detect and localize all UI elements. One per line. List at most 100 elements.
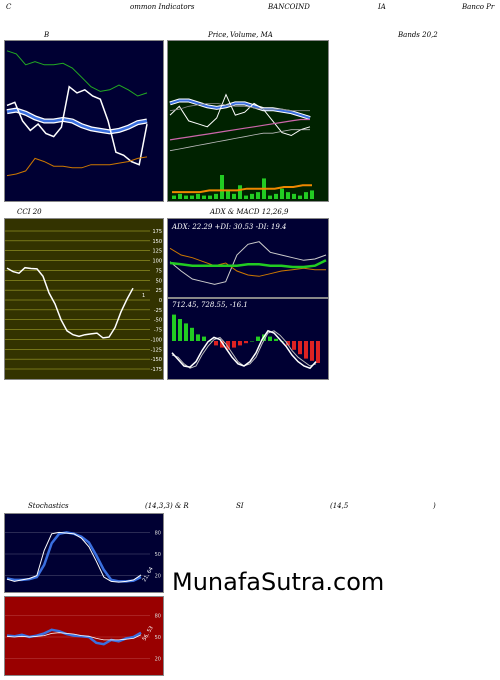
macd-values-text: 712.45, 728.55, -16.1 bbox=[172, 301, 248, 309]
volume-bar bbox=[232, 193, 236, 199]
stoch-tick-label: 50 bbox=[155, 552, 161, 558]
cci-tick-label: 125 bbox=[152, 249, 162, 255]
cci-marker: 1 bbox=[142, 293, 145, 299]
header-symbol-b: IA bbox=[378, 3, 386, 11]
macd-histogram-bar bbox=[172, 314, 176, 341]
volume-bar bbox=[202, 195, 206, 199]
rsi-tick-label: 20 bbox=[155, 657, 161, 663]
macd-histogram-bar bbox=[226, 341, 230, 350]
macd-histogram-bar bbox=[292, 341, 296, 350]
volume-bar bbox=[280, 188, 284, 199]
macd-histogram-bar bbox=[286, 341, 290, 346]
bollinger-panel bbox=[4, 40, 164, 202]
volume-bar bbox=[214, 193, 218, 199]
rsi-chart: 80 50 20 56, 53 bbox=[5, 613, 161, 663]
adx-macd-title: ADX & MACD 12,26,9 bbox=[210, 208, 289, 216]
cci-title: CCI 20 bbox=[17, 208, 42, 216]
rsi-panel: 80 50 20 56, 53 bbox=[4, 596, 164, 676]
macd-histogram-bar bbox=[298, 341, 302, 355]
macd-histogram-bar bbox=[184, 323, 188, 341]
volume-bar bbox=[208, 195, 212, 199]
volume-bar bbox=[238, 185, 242, 199]
volume-bar bbox=[178, 193, 182, 199]
stoch-title-a: Stochastics bbox=[28, 502, 69, 510]
watermark: MunafaSutra.com bbox=[172, 568, 385, 596]
volume-bar bbox=[304, 192, 308, 199]
volume-bar bbox=[220, 175, 224, 199]
bollinger-chart bbox=[6, 50, 148, 177]
volume-bar bbox=[292, 193, 296, 199]
cci-line bbox=[6, 266, 134, 339]
pv-ma-grey-line bbox=[169, 103, 310, 112]
macd-histogram-bar bbox=[232, 341, 236, 348]
price-ma-title: Price, bbox=[208, 31, 229, 39]
volume-bar bbox=[172, 195, 176, 199]
macd-histogram-bar bbox=[268, 336, 272, 341]
rsi-tick-label: 50 bbox=[155, 635, 161, 641]
bb-middle-band-line bbox=[6, 108, 148, 134]
stoch-tick-label: 20 bbox=[155, 574, 161, 580]
stoch-title-c: SI bbox=[236, 502, 244, 510]
macd-histogram-bar bbox=[274, 338, 278, 341]
cci-chart: 175 150 125 100 75 50 25 0 -25 -50 -75 -100 -125 -150… bbox=[5, 229, 162, 373]
rsi-ma-line bbox=[6, 632, 142, 641]
volume-bar bbox=[256, 192, 260, 199]
adx-line bbox=[169, 259, 327, 269]
volume-bar bbox=[298, 195, 302, 199]
header-company: Banco Pr bbox=[462, 3, 495, 11]
macd-histogram-bar bbox=[196, 334, 200, 341]
pv-price-line bbox=[169, 93, 311, 137]
pv-ma-white-line bbox=[169, 129, 310, 152]
macd-histogram-bar bbox=[256, 336, 260, 341]
macd-histogram-bar bbox=[310, 341, 314, 361]
macd-panel: 712.45, 728.55, -16.1 bbox=[167, 298, 329, 380]
volume-ma-line bbox=[172, 184, 312, 194]
cci-tick-label: 150 bbox=[152, 239, 162, 245]
stoch-title-e: ) bbox=[433, 502, 436, 510]
volume-bar bbox=[184, 195, 188, 199]
bb-upper-band-line bbox=[6, 50, 148, 97]
header-common-indicators: ommon Indicators bbox=[130, 3, 195, 11]
volume-bar bbox=[226, 190, 230, 199]
macd-histogram-bar bbox=[190, 327, 194, 341]
cci-tick-label: -100 bbox=[151, 337, 162, 343]
stoch-title-b: (14,3,3) & R bbox=[145, 502, 189, 510]
cci-tick-label: 100 bbox=[152, 259, 162, 265]
adx-panel: ADX: 22.29 +DI: 30.53 -DI: 19.4 bbox=[167, 218, 329, 298]
stoch-tick-label: 80 bbox=[155, 530, 161, 536]
cci-tick-label: 0 bbox=[159, 298, 162, 304]
volume-bar bbox=[268, 195, 272, 199]
adx-plus-di-line bbox=[169, 241, 327, 285]
cci-tick-label: -50 bbox=[154, 318, 162, 324]
volume-bar bbox=[190, 195, 194, 199]
volume-bar bbox=[244, 195, 248, 199]
cci-tick-label: -25 bbox=[154, 308, 162, 314]
adx-values-text: ADX: 22.29 +DI: 30.53 -DI: 19.4 bbox=[171, 223, 287, 231]
volume-bar bbox=[250, 193, 254, 199]
volume-bar bbox=[310, 190, 314, 199]
header-symbol-a: BANCOIND bbox=[268, 3, 310, 11]
macd-histogram-bar bbox=[202, 336, 206, 341]
cci-tick-label: -75 bbox=[154, 328, 162, 334]
stochastics-panel: 80 50 20 21, 64 bbox=[4, 513, 164, 593]
header-left: C bbox=[6, 3, 12, 11]
cci-tick-label: 175 bbox=[152, 229, 162, 235]
stochastics-chart: 80 50 20 21, 64 bbox=[5, 530, 161, 583]
stoch-marker: 21, 64 bbox=[142, 566, 155, 583]
stoch-title-d: (14,5 bbox=[330, 502, 349, 510]
cci-tick-label: -125 bbox=[151, 347, 162, 353]
bb-lower-band-line bbox=[6, 156, 148, 177]
bollinger-title: B bbox=[44, 31, 50, 39]
volume-ma-title: Volume, MA bbox=[230, 31, 273, 39]
stoch-k-line bbox=[6, 531, 142, 583]
adx-chart: ADX: 22.29 +DI: 30.53 -DI: 19.4 bbox=[169, 223, 327, 285]
macd-histogram-bar bbox=[214, 341, 218, 346]
volume-bar bbox=[196, 193, 200, 199]
cci-tick-label: 25 bbox=[156, 288, 162, 294]
rsi-marker: 56, 53 bbox=[142, 625, 155, 642]
rsi-tick-label: 80 bbox=[155, 613, 161, 619]
price-volume-panel bbox=[167, 40, 329, 202]
macd-chart: 712.45, 728.55, -16.1 bbox=[171, 301, 320, 370]
macd-histogram-bar bbox=[304, 341, 308, 359]
macd-histogram-bar bbox=[250, 341, 254, 342]
